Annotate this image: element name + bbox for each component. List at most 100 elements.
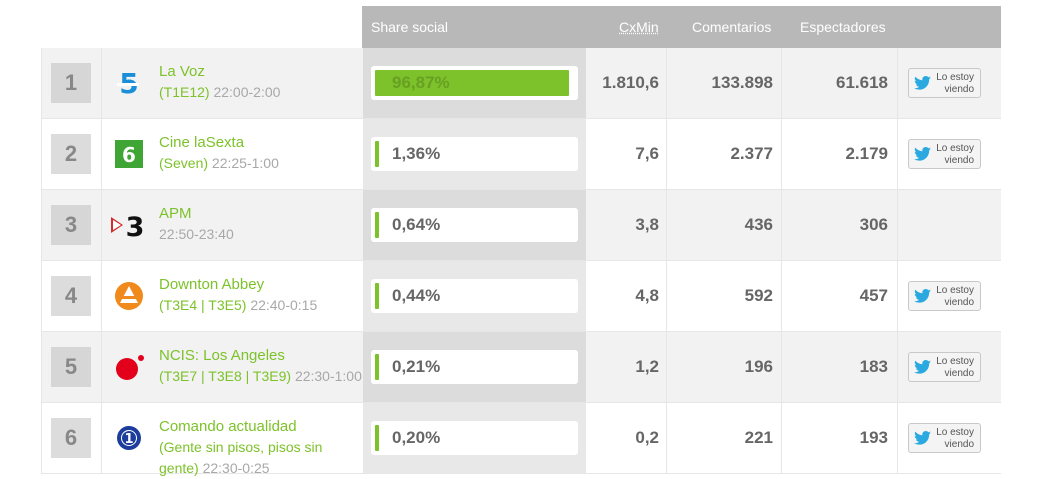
share-bar-fill bbox=[375, 425, 379, 451]
rank-badge: 2 bbox=[51, 134, 91, 174]
program-time: 22:50-23:40 bbox=[159, 226, 234, 242]
twitter-bird-icon bbox=[914, 289, 931, 303]
button-label: Lo estoy viendo bbox=[936, 143, 974, 166]
program-meta: (Seven) 22:25-1:00 bbox=[159, 155, 279, 171]
share-bar-fill bbox=[375, 212, 379, 238]
program-meta: (T1E12) 22:00-2:00 bbox=[159, 84, 280, 100]
table-body: 15La Voz(T1E12) 22:00-2:0096,87%1.810,61… bbox=[41, 48, 1001, 476]
program-name-link[interactable]: Cine laSexta bbox=[159, 134, 245, 151]
program-time: 22:40-0:15 bbox=[250, 297, 318, 313]
cxmin-value: 1.810,6 bbox=[602, 73, 659, 92]
program-meta: (T3E7 | T3E8 | T3E9) 22:30-1:00 bbox=[159, 368, 362, 384]
lo-estoy-viendo-button[interactable]: Lo estoy viendo bbox=[908, 281, 981, 311]
svg-text:3: 3 bbox=[126, 212, 145, 239]
comentarios-value: 436 bbox=[744, 215, 773, 234]
twitter-bird-icon bbox=[914, 147, 931, 161]
program-season[interactable]: (Seven) bbox=[159, 155, 209, 171]
cxmin-value: 0,2 bbox=[635, 428, 659, 447]
share-value: 0,64% bbox=[392, 215, 441, 234]
espectadores-value: 457 bbox=[859, 286, 888, 305]
share-bar: 0,21% bbox=[371, 350, 578, 384]
espectadores-value: 61.618 bbox=[836, 73, 888, 92]
button-label: Lo estoy viendo bbox=[936, 356, 974, 379]
rank-badge: 5 bbox=[51, 347, 91, 387]
program-meta: (Gente sin pisos, pisos sin gente) 22:30… bbox=[159, 439, 322, 476]
share-value: 0,21% bbox=[392, 357, 441, 376]
rank-badge: 4 bbox=[51, 276, 91, 316]
program-season[interactable]: (T3E7 | T3E8 | T3E9) bbox=[159, 368, 292, 384]
button-label: Lo estoy viendo bbox=[936, 72, 974, 95]
lo-estoy-viendo-button[interactable]: Lo estoy viendo bbox=[908, 139, 981, 169]
cuatro-icon bbox=[111, 353, 147, 381]
comentarios-value: 592 bbox=[744, 286, 773, 305]
svg-text:1: 1 bbox=[124, 432, 133, 447]
espectadores-value: 306 bbox=[859, 215, 888, 234]
share-bar-fill bbox=[375, 141, 379, 167]
share-bar: 0,44% bbox=[371, 279, 578, 313]
share-bar: 1,36% bbox=[371, 137, 578, 171]
lasexta-6-icon: 6 bbox=[111, 140, 147, 168]
cxmin-value: 4,8 bbox=[635, 286, 659, 305]
svg-text:6: 6 bbox=[122, 143, 136, 167]
rank-badge: 6 bbox=[51, 418, 91, 458]
lo-estoy-viendo-button[interactable]: Lo estoy viendo bbox=[908, 352, 981, 382]
comentarios-value: 196 bbox=[744, 357, 773, 376]
share-bar: 0,64% bbox=[371, 208, 578, 242]
cxmin-value: 7,6 bbox=[635, 144, 659, 163]
program-name-link[interactable]: Downton Abbey bbox=[159, 276, 265, 293]
audience-table: Share social CxMin Comentarios Espectado… bbox=[41, 6, 1001, 476]
twitter-bird-icon bbox=[914, 76, 931, 90]
comentarios-value: 221 bbox=[744, 428, 773, 447]
twitter-bird-icon bbox=[914, 360, 931, 374]
comentarios-value: 133.898 bbox=[711, 73, 773, 92]
table-row: 15 La Voz (T1E12) 22:00-2:00 96,87% 1.810,6 1… bbox=[42, 48, 1001, 119]
share-value: 0,20% bbox=[392, 428, 441, 447]
share-value: 0,44% bbox=[392, 286, 441, 305]
share-bar: 0,20% bbox=[371, 421, 578, 455]
espectadores-value: 193 bbox=[859, 428, 888, 447]
program-time: 22:30-1:00 bbox=[294, 368, 362, 384]
tv3-icon: 3 bbox=[111, 211, 147, 243]
comentarios-value: 2.377 bbox=[730, 144, 773, 163]
program-time: 22:30-0:25 bbox=[202, 460, 270, 476]
antena3-icon bbox=[111, 282, 147, 310]
table-header: Share social CxMin Comentarios Espectado… bbox=[41, 6, 1001, 48]
program-season[interactable]: (T3E4 | T3E5) bbox=[159, 297, 247, 313]
share-bar-fill bbox=[375, 283, 379, 309]
rank-badge: 1 bbox=[51, 63, 91, 103]
telecinco-5-icon: 5 bbox=[111, 67, 147, 100]
table-row: 4 Downton Abbey (T3E4 | T3E5) 22:40-0:15 0,… bbox=[42, 261, 1001, 332]
twitter-bird-icon bbox=[914, 431, 931, 445]
header-espectadores: Espectadores bbox=[800, 19, 886, 35]
program-meta: 22:50-23:40 bbox=[159, 226, 234, 242]
header-share-social: Share social bbox=[371, 19, 449, 35]
lo-estoy-viendo-button[interactable]: Lo estoy viendo bbox=[908, 68, 981, 98]
program-name-link[interactable]: La Voz bbox=[159, 63, 205, 80]
lo-estoy-viendo-button[interactable]: Lo estoy viendo bbox=[908, 423, 981, 453]
program-name-link[interactable]: Comando actualidad bbox=[159, 418, 297, 435]
program-time: 22:25-1:00 bbox=[211, 155, 279, 171]
table-row: 2 6 Cine laSexta (Seven) 22:25-1:00 1,36% 7,6… bbox=[42, 119, 1001, 190]
header-comentarios: Comentarios bbox=[692, 19, 772, 35]
program-meta: (T3E4 | T3E5) 22:40-0:15 bbox=[159, 297, 317, 313]
button-label: Lo estoy viendo bbox=[936, 285, 974, 308]
espectadores-value: 2.179 bbox=[845, 144, 888, 163]
program-season[interactable]: (T1E12) bbox=[159, 84, 210, 100]
share-value: 1,36% bbox=[392, 144, 441, 163]
rank-badge: 3 bbox=[51, 205, 91, 245]
program-name-link[interactable]: APM bbox=[159, 205, 192, 222]
espectadores-value: 183 bbox=[859, 357, 888, 376]
share-bar-fill bbox=[375, 354, 379, 380]
header-cxmin[interactable]: CxMin bbox=[619, 19, 659, 35]
la1-icon: 1 bbox=[111, 424, 147, 452]
program-name-link[interactable]: NCIS: Los Angeles bbox=[159, 347, 285, 364]
share-value: 96,87% bbox=[392, 73, 450, 92]
cxmin-value: 1,2 bbox=[635, 357, 659, 376]
table-row: 3 3 APM 22:50-23:40 0,64% 3,8 436 306 bbox=[42, 190, 1001, 261]
table-row: 6 1 Comando actualidad (Gente sin pisos, pi… bbox=[42, 403, 1001, 476]
cxmin-value: 3,8 bbox=[635, 215, 659, 234]
share-bar: 96,87% bbox=[371, 66, 578, 100]
program-time: 22:00-2:00 bbox=[213, 84, 281, 100]
share-bar-fill bbox=[375, 70, 569, 96]
table-row: 5 NCIS: Los Angeles (T3E7 | T3E8 | T3E9) 2… bbox=[42, 332, 1001, 403]
